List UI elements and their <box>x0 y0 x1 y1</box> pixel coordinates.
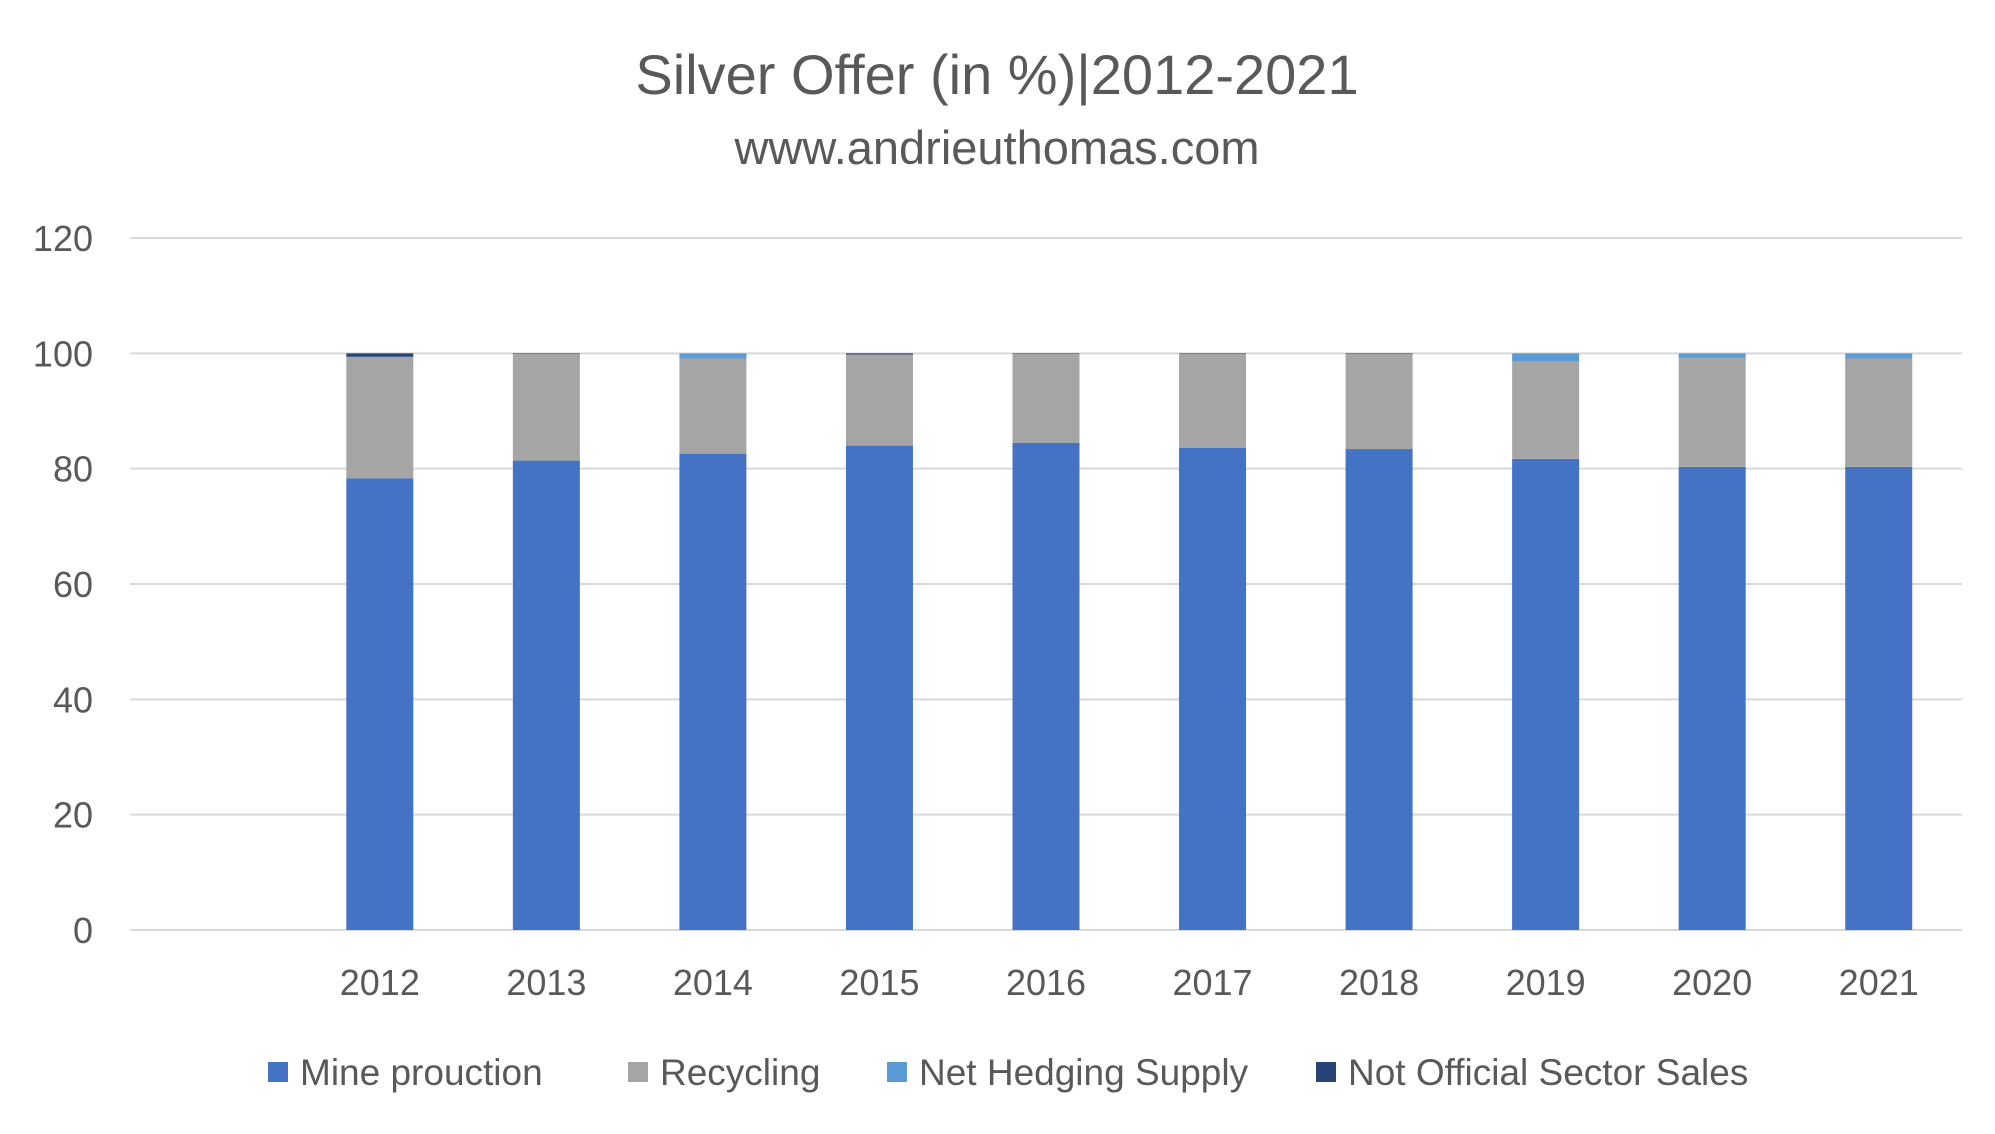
y-tick-label: 0 <box>73 910 93 951</box>
bar-segment-1 <box>1512 458 1580 930</box>
bar-segment-1 <box>346 478 414 930</box>
x-tick-label: 2019 <box>1506 962 1586 1003</box>
chart-subtitle: www.andrieuthomas.com <box>733 121 1259 174</box>
bar-segment-1 <box>1678 466 1746 930</box>
bar-segment-1 <box>512 460 580 930</box>
bar-segment-2 <box>512 353 580 461</box>
y-axis-ticks: 0 20 40 60 80 100 120 <box>33 218 93 951</box>
legend-label: Mine prouction <box>300 1052 543 1093</box>
bar-segment-4 <box>346 353 414 357</box>
bar-segment-2 <box>1345 353 1413 450</box>
legend-swatch <box>1316 1062 1336 1082</box>
x-tick-label: 2014 <box>673 962 753 1003</box>
bar-segment-2 <box>679 358 747 454</box>
bar-segment-2 <box>1678 357 1746 467</box>
x-tick-label: 2018 <box>1339 962 1419 1003</box>
bar-segment-3 <box>1678 353 1746 358</box>
bar-segment-2 <box>1512 361 1580 459</box>
bar-segment-4 <box>1179 353 1247 354</box>
bar-segment-3 <box>1512 353 1580 362</box>
legend-swatch <box>887 1062 907 1082</box>
x-tick-label: 2012 <box>340 962 420 1003</box>
bar-segment-3 <box>1845 353 1913 359</box>
bar-segment-4 <box>845 353 913 355</box>
bar-segment-1 <box>845 445 913 930</box>
y-tick-label: 100 <box>33 333 93 374</box>
bars <box>346 353 1913 930</box>
bar-segment-1 <box>1012 442 1080 930</box>
y-tick-label: 40 <box>53 679 93 720</box>
bar-segment-4 <box>512 353 580 354</box>
x-tick-label: 2016 <box>1006 962 1086 1003</box>
bar-segment-2 <box>845 354 913 446</box>
bar-segment-2 <box>1845 358 1913 467</box>
x-tick-label: 2020 <box>1672 962 1752 1003</box>
chart-title: Silver Offer (in %)|2012-2021 <box>635 43 1358 106</box>
bar-segment-4 <box>1012 353 1080 354</box>
bar-segment-2 <box>1012 353 1080 443</box>
legend: Mine prouction Recycling Net Hedging Suppl… <box>268 1052 1748 1093</box>
bar-segment-3 <box>679 353 747 359</box>
x-axis-ticks: 2012 2013 2014 2015 2016 2017 2018 2019 2020 2021 <box>340 962 1919 1003</box>
legend-label: Net Hedging Supply <box>919 1052 1249 1093</box>
bar-segment-1 <box>1845 466 1913 930</box>
legend-swatch <box>268 1062 288 1082</box>
bar-segment-4 <box>1345 353 1413 354</box>
bar-segment-1 <box>1179 447 1247 930</box>
x-tick-label: 2015 <box>839 962 919 1003</box>
x-tick-label: 2017 <box>1172 962 1252 1003</box>
y-tick-label: 120 <box>33 218 93 259</box>
y-tick-label: 80 <box>53 449 93 490</box>
legend-label: Not Official Sector Sales <box>1348 1052 1748 1093</box>
bar-segment-1 <box>1345 449 1413 930</box>
bar-segment-2 <box>346 356 414 479</box>
legend-swatch <box>628 1062 648 1082</box>
bar-segment-1 <box>679 453 747 930</box>
x-tick-label: 2013 <box>506 962 586 1003</box>
legend-label: Recycling <box>660 1052 820 1093</box>
x-tick-label: 2021 <box>1839 962 1919 1003</box>
bar-segment-2 <box>1179 353 1247 448</box>
y-tick-label: 60 <box>53 564 93 605</box>
y-tick-label: 20 <box>53 795 93 836</box>
